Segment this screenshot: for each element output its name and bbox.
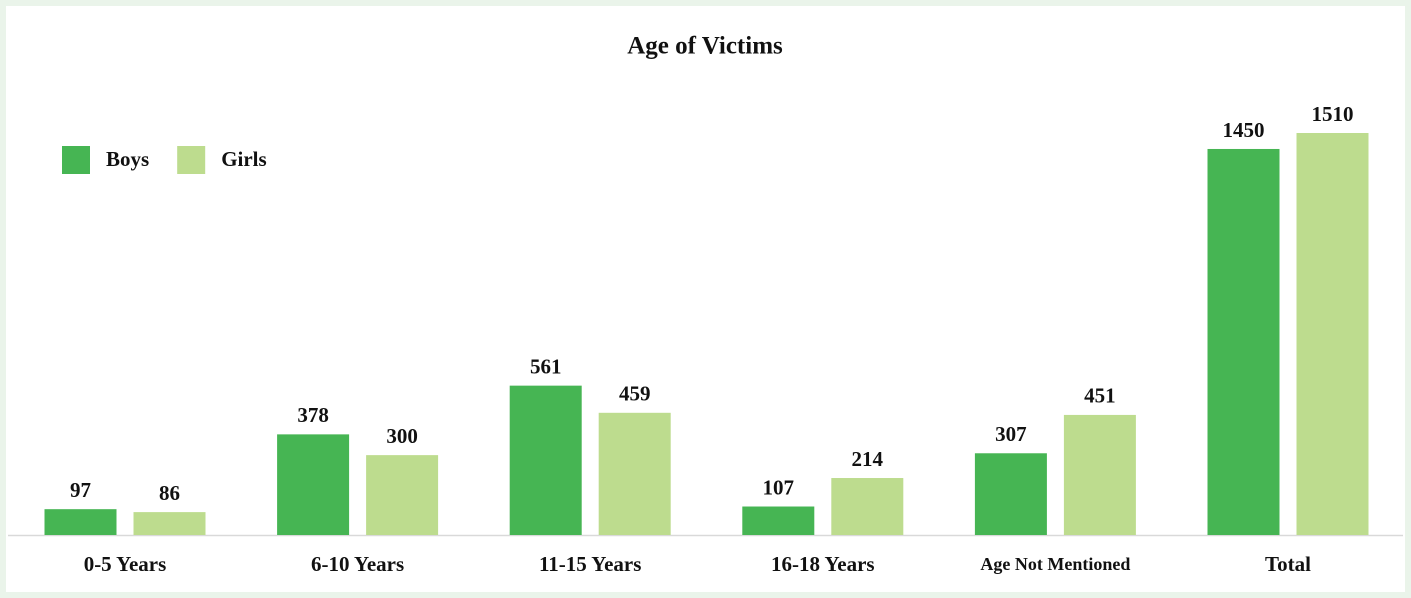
data-label: 300 bbox=[386, 424, 418, 448]
bar bbox=[1296, 133, 1369, 535]
bar bbox=[44, 509, 117, 535]
legend-label: Girls bbox=[221, 147, 267, 171]
x-tick-label: Total bbox=[1265, 552, 1311, 576]
bar bbox=[366, 455, 439, 535]
bar bbox=[277, 434, 350, 535]
data-label: 307 bbox=[995, 422, 1027, 446]
bar bbox=[742, 506, 815, 535]
legend-swatch bbox=[177, 146, 206, 174]
chart-area bbox=[6, 6, 1405, 592]
x-tick-label: Age Not Mentioned bbox=[980, 554, 1130, 574]
x-tick-label: 6-10 Years bbox=[311, 552, 404, 576]
data-label: 1510 bbox=[1312, 102, 1354, 126]
x-tick-label: 0-5 Years bbox=[84, 552, 167, 576]
bar bbox=[1063, 414, 1136, 535]
data-label: 214 bbox=[852, 447, 884, 471]
data-label: 86 bbox=[159, 481, 180, 505]
data-label: 378 bbox=[297, 403, 329, 427]
bar bbox=[133, 512, 206, 535]
data-label: 451 bbox=[1084, 384, 1116, 408]
x-tick-label: 11-15 Years bbox=[539, 552, 641, 576]
data-label: 459 bbox=[619, 382, 651, 406]
data-label: 1450 bbox=[1223, 118, 1265, 142]
x-tick-label: 16-18 Years bbox=[771, 552, 875, 576]
chart-title: Age of Victims bbox=[627, 33, 783, 60]
data-label: 107 bbox=[763, 475, 795, 499]
data-label: 561 bbox=[530, 354, 562, 378]
bar bbox=[974, 453, 1047, 535]
data-label: 97 bbox=[70, 478, 91, 502]
bar bbox=[1207, 148, 1280, 535]
legend-swatch bbox=[62, 146, 90, 174]
bar bbox=[831, 478, 904, 535]
bar bbox=[598, 412, 671, 535]
legend-label: Boys bbox=[106, 147, 149, 171]
bar bbox=[509, 385, 582, 535]
